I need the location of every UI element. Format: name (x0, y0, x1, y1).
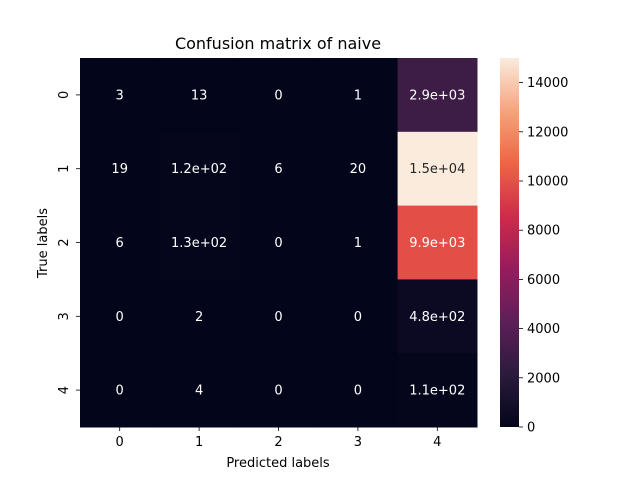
heatmap-cell (318, 58, 399, 133)
heatmap-cell (238, 131, 319, 207)
heatmap-cell (80, 131, 160, 207)
cell-value-label: 2.9e+03 (409, 88, 465, 103)
colorbar-tick-label: 8000 (527, 224, 560, 239)
x-axis-ticks: 0 1 2 3 4 (116, 427, 441, 450)
cell-value-label: 6 (274, 162, 282, 177)
heatmap-cell (159, 205, 240, 280)
colorbar-tick-label: 14000 (527, 76, 568, 91)
cell-value-label: 1.1e+02 (409, 384, 465, 399)
heatmap-cell (397, 58, 478, 133)
y-tick-label: 2 (57, 238, 72, 246)
heatmap-cell (238, 205, 319, 280)
heatmap-cell (159, 58, 240, 133)
cell-value-label: 1.2e+02 (171, 162, 227, 177)
heatmap-cell (238, 279, 319, 354)
cell-value-label: 0 (354, 310, 362, 325)
heatmap-cell (318, 131, 399, 207)
colorbar (500, 58, 519, 427)
heatmap-cell (159, 353, 240, 428)
y-tick-label: 1 (57, 165, 72, 173)
y-tick-label: 0 (57, 91, 72, 99)
y-tick-label: 3 (57, 312, 72, 320)
x-tick-label: 0 (116, 435, 124, 450)
heatmap-cell (318, 353, 399, 428)
heatmap-cell (397, 279, 478, 354)
heatmap-cell (238, 353, 319, 428)
cell-value-label: 0 (274, 88, 282, 103)
cell-value-label: 0 (274, 236, 282, 251)
colorbar-tick-label: 6000 (527, 273, 560, 288)
cell-value-label: 4 (195, 384, 203, 399)
cell-value-label: 6 (116, 236, 124, 251)
heatmap-cell (80, 58, 160, 133)
cell-value-label: 0 (274, 384, 282, 399)
x-tick-label: 1 (195, 435, 203, 450)
colorbar-tick-label: 2000 (527, 371, 560, 386)
heatmap-cell (80, 205, 160, 280)
heatmap-cell (397, 353, 478, 428)
heatmap-cell (397, 205, 478, 280)
x-tick-label: 4 (433, 435, 441, 450)
cell-value-label: 4.8e+02 (409, 310, 465, 325)
heatmap-cell (159, 131, 240, 207)
cell-value-label: 3 (116, 88, 124, 103)
cell-value-label: 0 (116, 384, 124, 399)
cell-value-label: 9.9e+03 (409, 236, 465, 251)
heatmap-cells (80, 58, 478, 428)
heatmap-cell (397, 131, 478, 207)
cell-value-label: 1.5e+04 (409, 162, 465, 177)
colorbar-tick-label: 0 (527, 421, 535, 436)
cell-value-label: 0 (116, 310, 124, 325)
cell-value-label: 1 (354, 88, 362, 103)
x-tick-label: 3 (354, 435, 362, 450)
heatmap-cell (80, 353, 160, 428)
chart-title: Confusion matrix of naive (175, 34, 381, 53)
heatmap-cell (318, 205, 399, 280)
cell-value-label: 0 (354, 384, 362, 399)
cell-value-label: 0 (274, 310, 282, 325)
cell-value-label: 20 (350, 162, 367, 177)
cell-value-label: 1 (354, 236, 362, 251)
cell-value-label: 1.3e+02 (171, 236, 227, 251)
y-axis-ticks: 0 1 2 3 4 (57, 91, 80, 394)
heatmap-cell (318, 279, 399, 354)
heatmap-cell (238, 58, 319, 133)
colorbar-tick-label: 12000 (527, 125, 568, 140)
cell-value-label: 19 (111, 162, 128, 177)
heatmap-cell (80, 279, 160, 354)
y-axis-label: True labels (36, 208, 51, 279)
cell-value-label: 13 (191, 88, 208, 103)
colorbar-tick-label: 10000 (527, 175, 568, 190)
x-tick-label: 2 (274, 435, 282, 450)
y-tick-label: 4 (57, 386, 72, 394)
colorbar-ticks: 0 2000 4000 6000 8000 10000 12000 14000 (519, 76, 568, 436)
heatmap-cell (159, 279, 240, 354)
cell-value-label: 2 (195, 310, 203, 325)
x-axis-label: Predicted labels (226, 456, 330, 471)
colorbar-tick-label: 4000 (527, 322, 560, 337)
